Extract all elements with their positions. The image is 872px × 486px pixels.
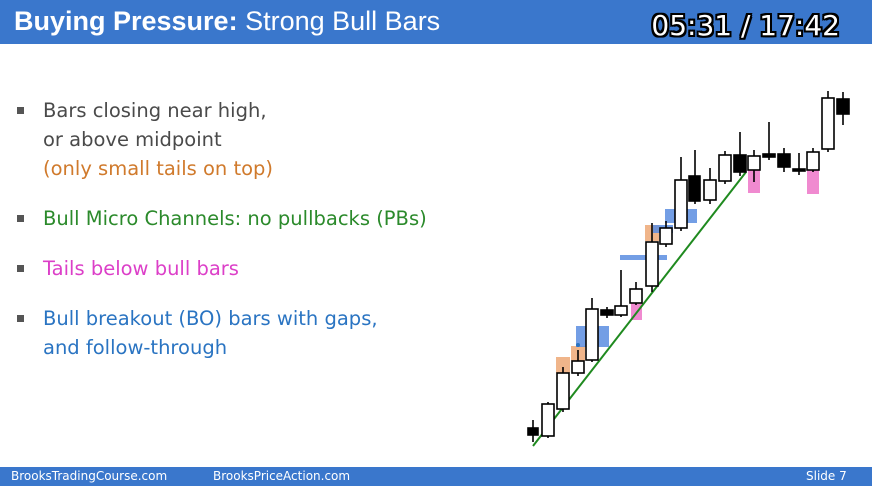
candle (836, 92, 850, 125)
candle (645, 223, 659, 292)
bullet-list: Bars closing near high, or above midpoin… (16, 96, 486, 383)
candlestick-illustration (527, 91, 850, 447)
slide-number: Slide 7 (806, 469, 847, 483)
candle (659, 221, 673, 247)
candle (571, 350, 585, 376)
candle (629, 282, 643, 305)
slide-header: Buying Pressure: Strong Bull Bars 05:31 … (0, 0, 872, 44)
title-bold: Buying Pressure: (14, 6, 238, 36)
candle (747, 150, 761, 182)
candle (600, 307, 614, 318)
bullet-line: or above midpoint (43, 128, 222, 151)
candle (556, 367, 570, 412)
video-timer: 05:31 / 17:42 (651, 9, 840, 42)
bullet-micro-channels: Bull Micro Channels: no pullbacks (PBs) (16, 204, 486, 233)
bullet-tails: Tails below bull bars (16, 254, 486, 283)
bullet-line: and follow-through (43, 336, 228, 359)
candle (703, 168, 717, 204)
bullet-marker (17, 265, 24, 272)
title-rest: Strong Bull Bars (245, 6, 441, 36)
candle (585, 298, 599, 362)
bullet-marker (17, 315, 24, 322)
candle (674, 157, 688, 231)
bullet-marker (17, 107, 24, 114)
bullet-strong-close: Bars closing near high, or above midpoin… (16, 96, 486, 183)
bullet-marker (17, 215, 24, 222)
candle (614, 270, 628, 317)
orange-highlight (556, 357, 570, 373)
slide-title: Buying Pressure: Strong Bull Bars (14, 4, 440, 38)
candle (688, 150, 701, 204)
candle (541, 402, 555, 438)
candle (821, 91, 835, 152)
candle (733, 132, 747, 176)
bullet-line: Bull Micro Channels: no pullbacks (PBs) (43, 207, 427, 230)
candle (527, 420, 539, 442)
candle (762, 122, 776, 160)
blue-dot (576, 343, 580, 347)
bullet-breakout: Bull breakout (BO) bars with gaps, and f… (16, 304, 486, 362)
bullet-line: (only small tails on top) (43, 157, 274, 180)
footer-link-course[interactable]: BrooksTradingCourse.com (11, 469, 168, 483)
pink-highlight (807, 167, 819, 194)
footer-link-priceaction[interactable]: BrooksPriceAction.com (213, 469, 351, 483)
candle (792, 153, 806, 175)
bullet-line: Bull breakout (BO) bars with gaps, (43, 307, 378, 330)
blue-highlight (620, 255, 667, 260)
slide-footer: BrooksTradingCourse.com BrooksPriceActio… (0, 467, 872, 486)
candle (777, 148, 791, 172)
candle (806, 148, 820, 172)
candle (718, 151, 732, 184)
bullet-line: Tails below bull bars (43, 257, 239, 280)
bullet-line: Bars closing near high, (43, 99, 267, 122)
